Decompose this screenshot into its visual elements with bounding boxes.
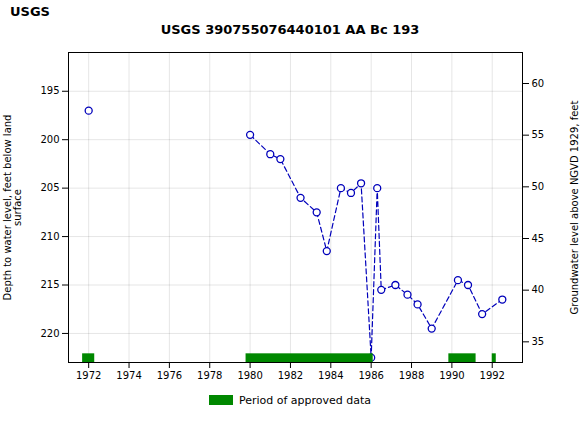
svg-text:195: 195 bbox=[40, 85, 59, 96]
svg-text:210: 210 bbox=[40, 231, 59, 242]
svg-text:1986: 1986 bbox=[358, 370, 383, 381]
svg-text:1984: 1984 bbox=[318, 370, 343, 381]
svg-text:1974: 1974 bbox=[116, 370, 141, 381]
svg-text:55: 55 bbox=[532, 129, 545, 140]
svg-text:1972: 1972 bbox=[76, 370, 101, 381]
svg-text:60: 60 bbox=[532, 78, 545, 89]
svg-text:35: 35 bbox=[532, 336, 545, 347]
svg-text:205: 205 bbox=[40, 182, 59, 193]
svg-text:40: 40 bbox=[532, 284, 545, 295]
html-text:Period of approved data: Period of approved data bbox=[238, 393, 372, 407]
svg-text:1992: 1992 bbox=[480, 370, 505, 381]
svg-text:200: 200 bbox=[40, 134, 59, 145]
svg-text:Groundwater level above NGVD 1: Groundwater level above NGVD 1929, feet bbox=[569, 101, 580, 315]
svg-text:220: 220 bbox=[40, 328, 59, 339]
svg-text:1990: 1990 bbox=[439, 370, 464, 381]
svg-text:1976: 1976 bbox=[157, 370, 182, 381]
svg-text:1988: 1988 bbox=[399, 370, 424, 381]
svg-text:215: 215 bbox=[40, 279, 59, 290]
svg-text:1980: 1980 bbox=[237, 370, 262, 381]
html-text:USGS: USGS bbox=[10, 4, 50, 19]
svg-text:1982: 1982 bbox=[278, 370, 303, 381]
svg-text:Depth to water level, feet bel: Depth to water level, feet below landsur… bbox=[2, 115, 23, 301]
svg-text:50: 50 bbox=[532, 181, 545, 192]
svg-text:1978: 1978 bbox=[197, 370, 222, 381]
html-text:USGS 390755076440101 AA Bc 193: USGS 390755076440101 AA Bc 193 bbox=[160, 22, 420, 37]
svg-text:45: 45 bbox=[532, 233, 545, 244]
